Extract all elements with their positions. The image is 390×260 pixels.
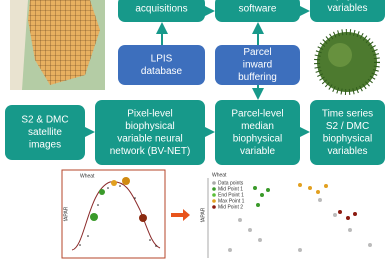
box-label: biophysical bbox=[233, 133, 282, 144]
process-box bbox=[118, 45, 205, 85]
process-box bbox=[118, 0, 205, 22]
process-box bbox=[215, 0, 300, 22]
process-box bbox=[5, 105, 85, 160]
process-box bbox=[215, 100, 300, 165]
legend-marker bbox=[212, 193, 216, 197]
process-box bbox=[215, 45, 300, 85]
box-label: software bbox=[239, 4, 277, 15]
box-label: acquisitions bbox=[135, 4, 187, 15]
box-label: network (BV-NET) bbox=[110, 146, 191, 157]
box-label: Time series bbox=[322, 108, 373, 119]
legend-marker bbox=[212, 205, 216, 209]
box-label: inward bbox=[243, 60, 272, 71]
left-plot-ylabel: fAPAR bbox=[63, 206, 69, 221]
box-label: biophysical bbox=[125, 121, 174, 132]
box-label: Parcel bbox=[243, 47, 271, 58]
box-label: biophysical bbox=[323, 0, 372, 1]
parcel-map bbox=[10, 0, 105, 90]
box-label: variables bbox=[327, 146, 367, 157]
right-plot-ylabel: fAPAR bbox=[200, 207, 206, 222]
legend-label: End Point 1 bbox=[218, 192, 244, 198]
process-box bbox=[310, 0, 385, 22]
box-label: buffering bbox=[238, 72, 277, 83]
box-label: S2 & DMC bbox=[21, 115, 68, 126]
legend-label: Max Point 1 bbox=[218, 198, 245, 204]
legend-label: Mid Point 2 bbox=[218, 204, 243, 210]
process-box bbox=[310, 100, 385, 165]
box-label: satellite bbox=[28, 127, 62, 138]
box-label: variable bbox=[240, 146, 275, 157]
box-label: median bbox=[241, 121, 274, 132]
legend-label: Data points bbox=[218, 180, 244, 186]
box-label: Pixel-level bbox=[127, 108, 173, 119]
box-label: images bbox=[29, 140, 61, 151]
box-label: Parcel-level bbox=[231, 108, 283, 119]
left-plot: Wheat fAPAR bbox=[61, 169, 166, 259]
box-label: S2 / DMC bbox=[326, 121, 369, 132]
orange-arrow bbox=[171, 209, 190, 221]
legend-marker bbox=[212, 181, 216, 185]
arrows bbox=[83, 5, 310, 138]
legend-marker bbox=[212, 187, 216, 191]
box-label: biophysical bbox=[323, 133, 372, 144]
box-label: variables bbox=[327, 3, 367, 14]
left-plot-title: Wheat bbox=[80, 173, 95, 179]
box-label: variable neural bbox=[117, 133, 183, 144]
right-plot-title: Wheat bbox=[212, 172, 227, 178]
wheat-photo bbox=[314, 29, 380, 95]
legend-marker bbox=[212, 199, 216, 203]
legend-label: Mid Point 1 bbox=[218, 186, 243, 192]
process-box bbox=[95, 100, 205, 165]
box-label: LPIS bbox=[151, 53, 173, 64]
box-label: database bbox=[141, 66, 183, 77]
